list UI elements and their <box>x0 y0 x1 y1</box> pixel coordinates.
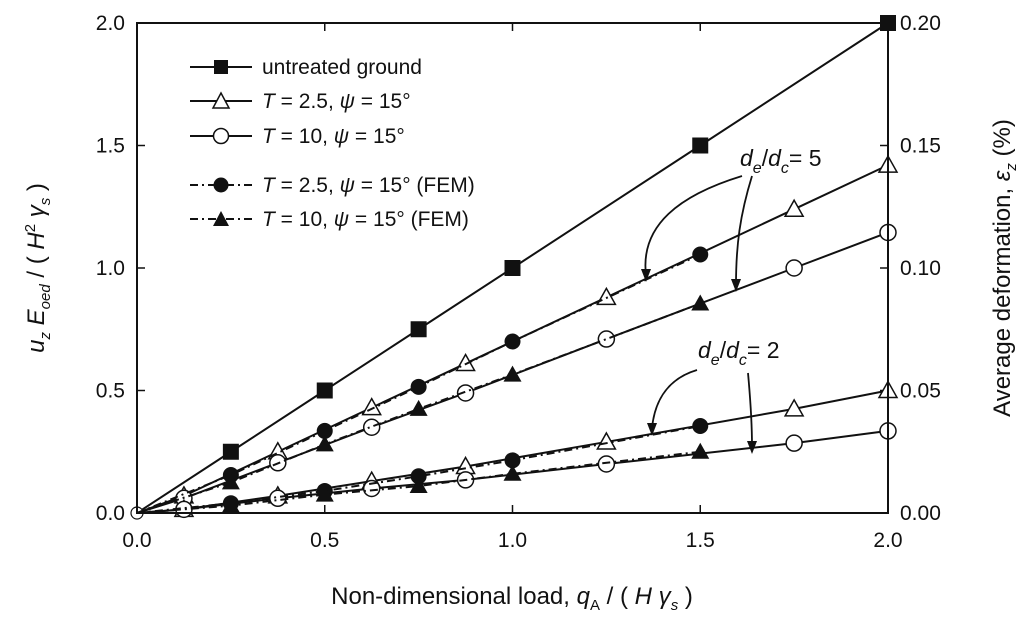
data-point <box>503 464 522 481</box>
annotation-arrowhead <box>731 279 741 292</box>
data-point <box>691 442 710 459</box>
data-point <box>362 418 381 436</box>
annotation-arrow <box>747 372 753 447</box>
legend: untreated ground T = 2.5, ψ = 15° T = 10… <box>190 56 475 231</box>
data-point <box>597 330 616 348</box>
annotation-layer <box>641 175 757 454</box>
data-point <box>504 333 521 350</box>
series-3 <box>136 246 709 514</box>
series-line <box>136 425 701 514</box>
series-line <box>136 253 701 514</box>
x-tick-label: 0.0 <box>122 529 151 552</box>
y-tick-label: 2.0 <box>96 12 125 35</box>
annotation-de-dc-2: de/dc= 2 <box>698 337 780 369</box>
plot-frame <box>136 22 889 514</box>
data-point <box>785 259 803 277</box>
legend-entry-t25-fem: T = 2.5, ψ = 15° (FEM) <box>190 174 475 197</box>
annotation-arrowhead <box>747 441 757 454</box>
svg-text:T = 10, ψ = 15°: T = 10, ψ = 15° <box>262 125 405 148</box>
data-point <box>410 321 427 338</box>
y-tick-label: 1.0 <box>96 257 125 280</box>
data-point <box>456 384 475 402</box>
series-layer <box>130 15 899 520</box>
data-point <box>362 479 381 498</box>
y-axis-title: uz Eoed / ( H2 γs ) <box>22 183 54 353</box>
data-point <box>221 473 240 490</box>
data-point <box>222 443 239 460</box>
data-point <box>269 489 287 508</box>
series-8 <box>136 442 710 514</box>
y2-tick-label: 0.15 <box>900 135 941 158</box>
ticks-layer: 0.0 0.5 1.0 1.5 2.0 0.0 0.5 1.0 1.5 2.0 0.00 0.05 0.… <box>96 12 941 552</box>
series-0 <box>130 15 896 520</box>
data-point <box>409 399 428 416</box>
svg-text:T = 2.5, ψ = 15°: T = 2.5, ψ = 15° <box>262 90 411 113</box>
data-point <box>503 365 522 382</box>
data-point <box>692 137 709 154</box>
legend-entry-t10-fem: T = 10, ψ = 15° (FEM) <box>190 208 469 231</box>
annotation-arrow <box>651 369 698 429</box>
annotation-arrowhead <box>647 423 657 436</box>
data-point <box>361 397 382 416</box>
legend-entry-t25: T = 2.5, ψ = 15° <box>190 90 411 113</box>
data-point <box>316 422 333 439</box>
annotation-arrowhead <box>641 269 651 282</box>
svg-text:untreated ground: untreated ground <box>262 56 422 79</box>
annotation-arrow <box>735 175 753 286</box>
data-point <box>691 294 710 311</box>
x-tick-label: 2.0 <box>873 529 902 552</box>
data-point <box>504 260 521 276</box>
data-point <box>504 452 521 469</box>
x-tick-label: 1.0 <box>498 529 527 552</box>
y2-tick-label: 0.05 <box>900 380 941 403</box>
y2-tick-label: 0.20 <box>900 12 941 35</box>
legend-entry-t10: T = 10, ψ = 15° <box>190 125 405 148</box>
data-point <box>783 398 805 417</box>
series-line <box>136 302 701 514</box>
x-tick-label: 1.5 <box>686 529 715 552</box>
series-line <box>136 389 889 514</box>
data-point <box>410 468 427 485</box>
data-point <box>316 382 333 399</box>
data-point <box>783 198 805 217</box>
series-4 <box>136 294 710 514</box>
data-point <box>455 353 476 372</box>
data-point <box>410 378 427 395</box>
series-line <box>136 450 701 514</box>
series-7 <box>136 418 709 514</box>
annotation-de-dc-5: de/dc= 5 <box>740 145 822 177</box>
y-tick-label: 0.5 <box>96 380 125 403</box>
data-point <box>597 455 616 473</box>
svg-text:T = 10, ψ = 15° (FEM): T = 10, ψ = 15° (FEM) <box>262 208 469 231</box>
data-point <box>692 418 709 435</box>
data-point <box>315 435 334 452</box>
annotation-arrow <box>644 175 743 276</box>
y-tick-label: 1.5 <box>96 135 125 158</box>
data-point <box>315 485 334 502</box>
y2-axis-title: Average deformation, εz (%) <box>989 119 1020 417</box>
y2-tick-label: 0.00 <box>900 502 941 525</box>
data-point <box>692 246 709 263</box>
x-tick-label: 0.5 <box>310 529 339 552</box>
series-5 <box>136 379 899 518</box>
data-point <box>785 434 803 452</box>
data-point <box>221 496 240 513</box>
data-point <box>409 477 428 494</box>
y2-tick-label: 0.10 <box>900 257 941 280</box>
y-tick-label: 0.0 <box>96 502 125 525</box>
legend-entry-untreated: untreated ground <box>190 56 422 79</box>
x-axis-title: Non-dimensional load, qA / ( H γs ) <box>331 583 693 614</box>
svg-text:T = 2.5, ψ = 15° (FEM): T = 2.5, ψ = 15° (FEM) <box>262 174 475 197</box>
